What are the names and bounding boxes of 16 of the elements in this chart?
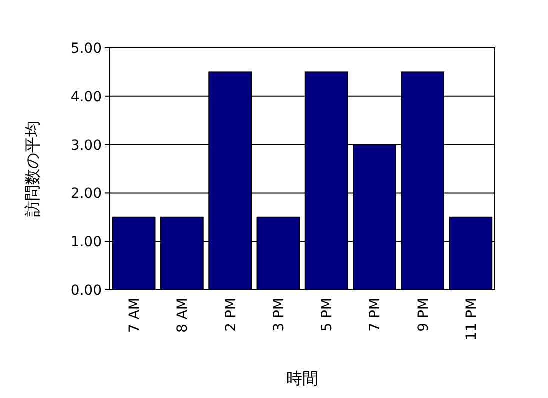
x-tick-label: 9 PM bbox=[416, 298, 432, 332]
y-tick-label: 3.00 bbox=[70, 138, 102, 154]
x-tick-label: 7 AM bbox=[127, 298, 144, 334]
x-tick-label: 7 PM bbox=[368, 298, 384, 332]
x-tick-label: 2 PM bbox=[223, 298, 240, 332]
y-tick-label: 1.00 bbox=[70, 234, 102, 251]
y-axis-title: 訪問数の平均 bbox=[23, 121, 42, 217]
x-tick-label: 11 PM bbox=[464, 298, 480, 341]
x-tick-label: 5 PM bbox=[320, 298, 336, 332]
y-tick-label: 2.00 bbox=[70, 186, 102, 202]
x-tick-label: 3 PM bbox=[271, 298, 288, 332]
y-tick-label: 5.00 bbox=[70, 41, 102, 57]
y-tick-label: 4.00 bbox=[70, 89, 102, 106]
y-tick-label: 0.00 bbox=[70, 283, 102, 299]
x-axis-title: 時間 bbox=[286, 369, 318, 388]
x-tick-label: 8 AM bbox=[175, 298, 192, 334]
